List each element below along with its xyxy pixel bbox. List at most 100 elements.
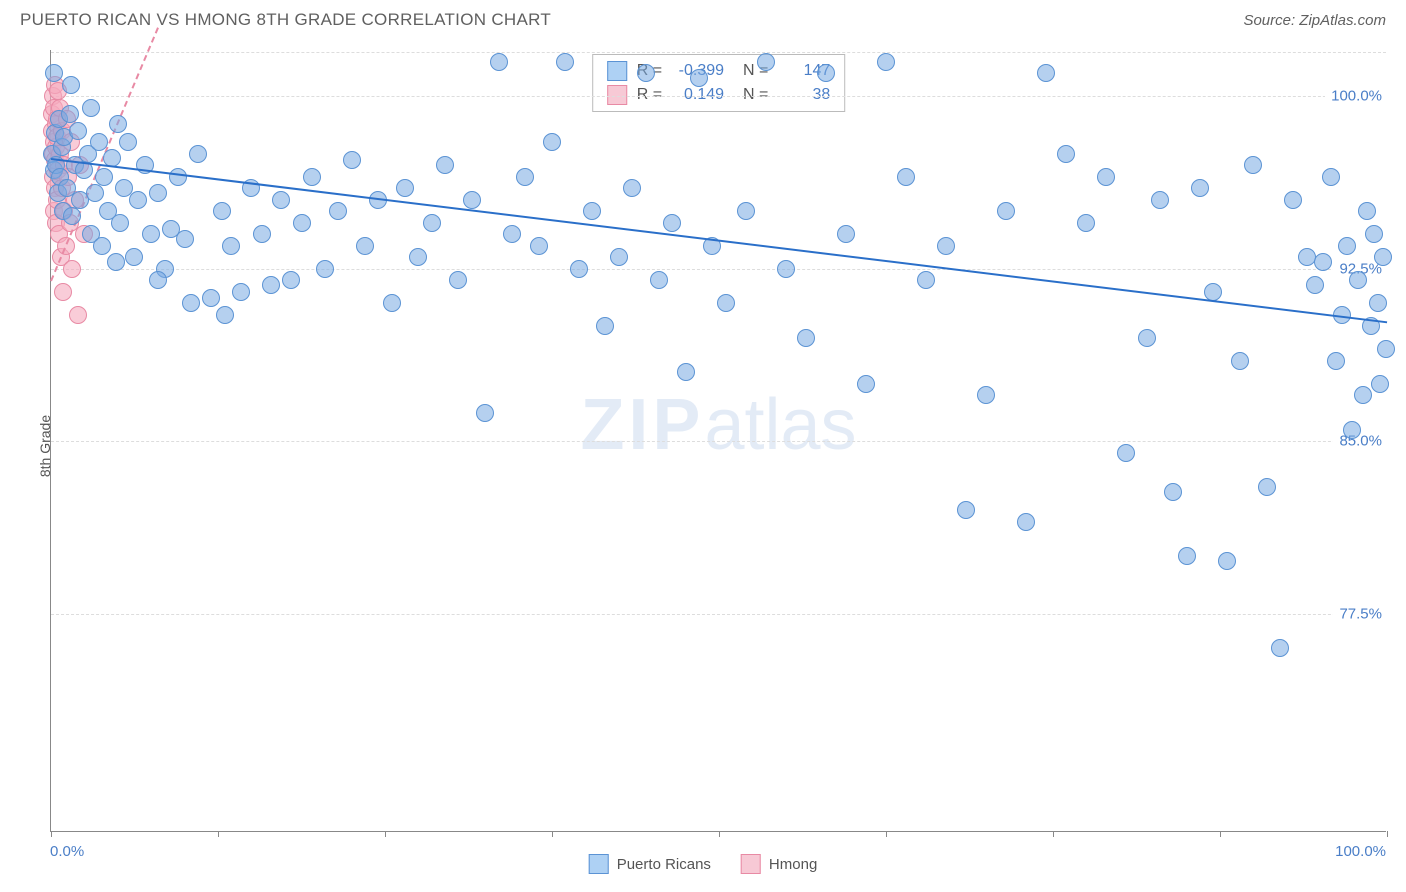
x-tick <box>218 831 219 837</box>
puerto-rican-point <box>1178 547 1196 565</box>
puerto-rican-point <box>797 329 815 347</box>
puerto-rican-point <box>1377 340 1395 358</box>
puerto-rican-point <box>142 225 160 243</box>
puerto-rican-point <box>777 260 795 278</box>
puerto-rican-point <box>1057 145 1075 163</box>
puerto-rican-point <box>1218 552 1236 570</box>
puerto-rican-point <box>1374 248 1392 266</box>
puerto-rican-point <box>717 294 735 312</box>
puerto-rican-point <box>262 276 280 294</box>
legend-item: Puerto Ricans <box>589 854 711 874</box>
puerto-rican-point <box>570 260 588 278</box>
puerto-rican-point <box>1017 513 1035 531</box>
x-tick <box>1387 831 1388 837</box>
puerto-rican-point <box>1117 444 1135 462</box>
puerto-rican-point <box>1365 225 1383 243</box>
puerto-rican-point <box>449 271 467 289</box>
puerto-rican-point <box>583 202 601 220</box>
puerto-rican-point <box>817 64 835 82</box>
x-tick <box>552 831 553 837</box>
stats-swatch <box>607 85 627 105</box>
puerto-rican-point <box>423 214 441 232</box>
puerto-rican-point <box>877 53 895 71</box>
puerto-rican-point <box>90 133 108 151</box>
puerto-rican-point <box>356 237 374 255</box>
puerto-rican-point <box>93 237 111 255</box>
puerto-rican-point <box>837 225 855 243</box>
puerto-rican-point <box>109 115 127 133</box>
puerto-rican-point <box>222 237 240 255</box>
gridline <box>51 614 1386 615</box>
chart-plot-area: ZIPatlas R =-0.399 N =147R =0.149 N =38 … <box>50 50 1386 832</box>
puerto-rican-point <box>516 168 534 186</box>
puerto-rican-point <box>1258 478 1276 496</box>
puerto-rican-point <box>596 317 614 335</box>
puerto-rican-point <box>1037 64 1055 82</box>
puerto-rican-point <box>1151 191 1169 209</box>
legend-label: Hmong <box>769 856 817 873</box>
x-tick <box>51 831 52 837</box>
puerto-rican-point <box>213 202 231 220</box>
gridline <box>51 269 1386 270</box>
hmong-point <box>54 283 72 301</box>
puerto-rican-point <box>897 168 915 186</box>
puerto-rican-point <box>1231 352 1249 370</box>
puerto-rican-point <box>1284 191 1302 209</box>
puerto-rican-point <box>530 237 548 255</box>
puerto-rican-point <box>409 248 427 266</box>
puerto-rican-point <box>329 202 347 220</box>
puerto-rican-point <box>149 184 167 202</box>
x-tick <box>1220 831 1221 837</box>
puerto-rican-point <box>189 145 207 163</box>
puerto-rican-point <box>1244 156 1262 174</box>
x-tick <box>886 831 887 837</box>
puerto-rican-point <box>62 76 80 94</box>
puerto-rican-point <box>1369 294 1387 312</box>
puerto-rican-point <box>436 156 454 174</box>
puerto-rican-point <box>253 225 271 243</box>
puerto-rican-point <box>176 230 194 248</box>
puerto-rican-point <box>272 191 290 209</box>
puerto-rican-point <box>95 168 113 186</box>
puerto-rican-point <box>1322 168 1340 186</box>
puerto-rican-point <box>690 69 708 87</box>
puerto-rican-point <box>1358 202 1376 220</box>
puerto-rican-point <box>111 214 129 232</box>
puerto-rican-point <box>1343 421 1361 439</box>
puerto-rican-point <box>1338 237 1356 255</box>
puerto-rican-point <box>82 99 100 117</box>
puerto-rican-point <box>543 133 561 151</box>
puerto-rican-point <box>1349 271 1367 289</box>
puerto-rican-point <box>490 53 508 71</box>
puerto-rican-point <box>63 207 81 225</box>
puerto-rican-point <box>1138 329 1156 347</box>
puerto-rican-point <box>937 237 955 255</box>
puerto-rican-point <box>663 214 681 232</box>
puerto-rican-point <box>232 283 250 301</box>
puerto-rican-point <box>1271 639 1289 657</box>
puerto-rican-point <box>1314 253 1332 271</box>
y-tick-label: 77.5% <box>1333 603 1388 624</box>
hmong-point <box>69 306 87 324</box>
puerto-rican-point <box>610 248 628 266</box>
puerto-rican-point <box>1204 283 1222 301</box>
puerto-rican-point <box>623 179 641 197</box>
gridline <box>51 96 1386 97</box>
puerto-rican-point <box>1164 483 1182 501</box>
puerto-rican-point <box>69 122 87 140</box>
puerto-rican-point <box>737 202 755 220</box>
puerto-rican-point <box>997 202 1015 220</box>
puerto-rican-point <box>463 191 481 209</box>
x-axis-max-label: 100.0% <box>1335 843 1386 860</box>
puerto-rican-point <box>556 53 574 71</box>
x-tick <box>1053 831 1054 837</box>
gridline <box>51 441 1386 442</box>
x-tick <box>719 831 720 837</box>
series-legend: Puerto Ricans Hmong <box>589 854 818 874</box>
puerto-rican-point <box>202 289 220 307</box>
puerto-rican-point <box>1077 214 1095 232</box>
puerto-rican-point <box>396 179 414 197</box>
stats-row: R =0.149 N =38 <box>593 83 845 107</box>
puerto-rican-point <box>1097 168 1115 186</box>
puerto-rican-point <box>129 191 147 209</box>
